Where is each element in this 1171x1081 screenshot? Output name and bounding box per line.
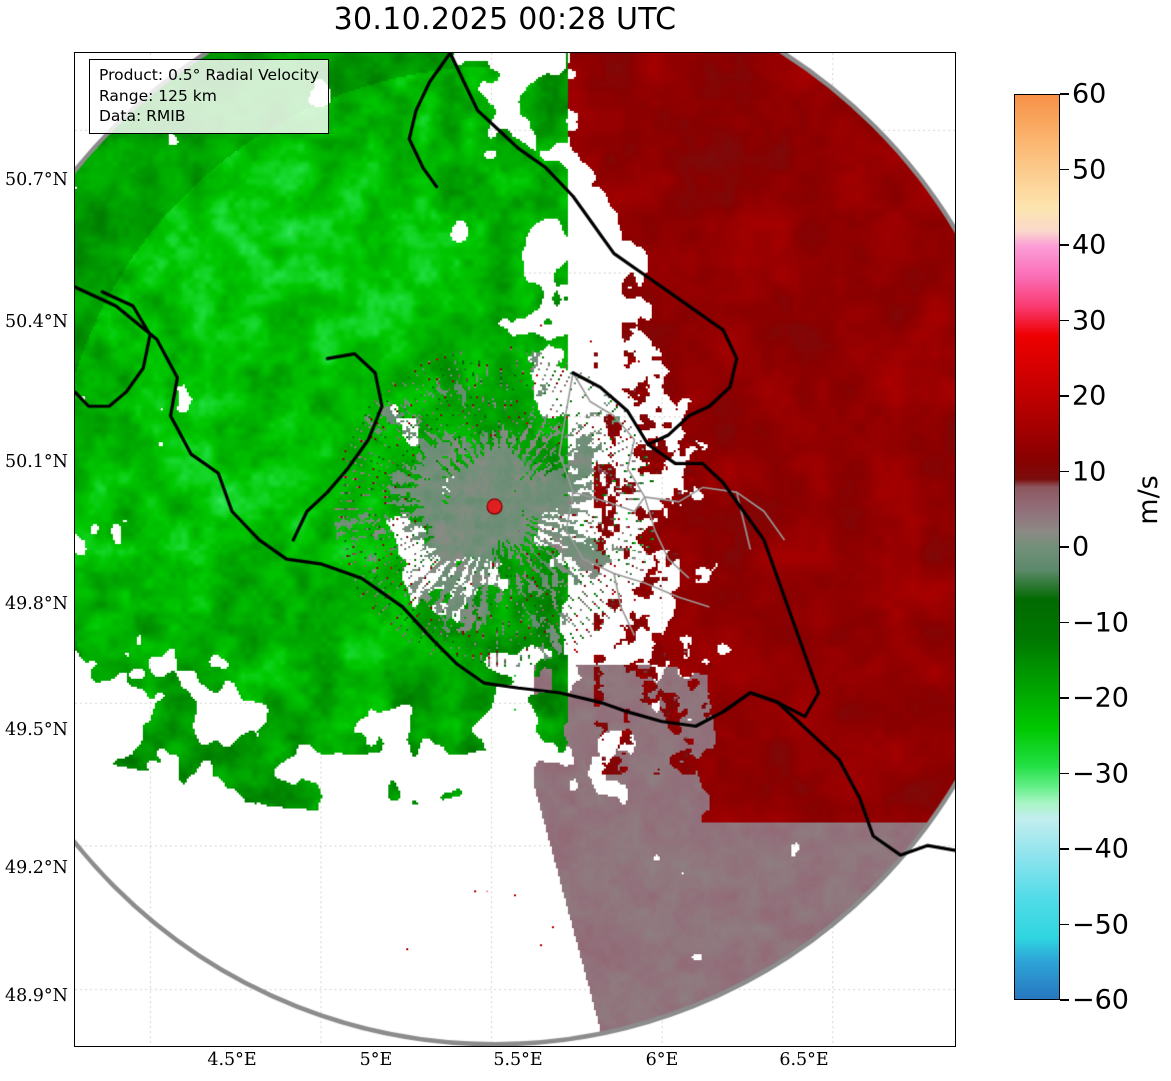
- x-tick-label: 6°E: [645, 1050, 679, 1070]
- colorbar-tick-label: −10: [1072, 607, 1129, 638]
- colorbar-tick-mark: [1060, 697, 1069, 699]
- colorbar-tick-mark: [1060, 244, 1069, 246]
- product-info-box: Product: 0.5° Radial Velocity Range: 125…: [89, 59, 329, 134]
- info-data-line: Data: RMIB: [99, 107, 186, 126]
- colorbar-tick-label: −20: [1072, 682, 1129, 714]
- colorbar-tick-label: 40: [1072, 229, 1107, 261]
- info-product-line: Product: 0.5° Radial Velocity: [99, 66, 319, 84]
- colorbar-tick-mark: [1060, 319, 1069, 322]
- radar-reflectivity-canvas: [75, 53, 955, 1046]
- velocity-colorbar[interactable]: [1014, 94, 1060, 1000]
- colorbar-tick-mark: [1060, 772, 1069, 775]
- colorbar-tick-mark: [1060, 470, 1069, 473]
- colorbar-unit-label: m/s: [1133, 475, 1164, 525]
- y-tick-label: 49.2°N: [4, 858, 68, 878]
- colorbar-tick-label: −30: [1072, 758, 1129, 789]
- radar-map-panel[interactable]: Product: 0.5° Radial Velocity Range: 125…: [74, 52, 956, 1047]
- colorbar-tick-label: 30: [1072, 305, 1107, 336]
- y-tick-label: 49.5°N: [4, 720, 68, 740]
- colorbar-tick-mark: [1060, 93, 1069, 95]
- y-tick-label: 48.9°N: [4, 986, 68, 1006]
- colorbar-tick-mark: [1060, 546, 1069, 548]
- colorbar-tick-label: −50: [1072, 909, 1129, 940]
- x-tick-label: 5.5°E: [493, 1050, 543, 1070]
- y-tick-label: 50.1°N: [4, 452, 68, 472]
- colorbar-tick-mark: [1060, 999, 1069, 1001]
- colorbar-tick-mark: [1060, 168, 1069, 171]
- colorbar-tick-mark: [1060, 395, 1069, 397]
- colorbar-gradient: [1015, 95, 1059, 999]
- colorbar-tick-mark: [1060, 923, 1069, 926]
- info-range-line: Range: 125 km: [99, 86, 217, 105]
- colorbar-tick-mark: [1060, 848, 1069, 850]
- y-tick-label: 49.8°N: [4, 594, 68, 614]
- colorbar-tick-label: 10: [1072, 456, 1107, 487]
- x-tick-label: 5°E: [359, 1050, 393, 1070]
- colorbar-tick-label: 60: [1072, 78, 1107, 110]
- colorbar-tick-label: −40: [1072, 833, 1129, 865]
- page-title: 30.10.2025 00:28 UTC: [333, 2, 677, 37]
- x-tick-label: 4.5°E: [207, 1050, 257, 1070]
- colorbar-tick-mark: [1060, 621, 1069, 624]
- x-tick-label: 6.5°E: [779, 1050, 829, 1070]
- colorbar-tick-label: 0: [1072, 531, 1090, 563]
- colorbar-tick-label: −60: [1072, 984, 1129, 1016]
- colorbar-tick-label: 20: [1072, 380, 1107, 412]
- y-tick-label: 50.7°N: [4, 170, 68, 190]
- y-tick-label: 50.4°N: [4, 312, 68, 332]
- colorbar-tick-label: 50: [1072, 154, 1107, 185]
